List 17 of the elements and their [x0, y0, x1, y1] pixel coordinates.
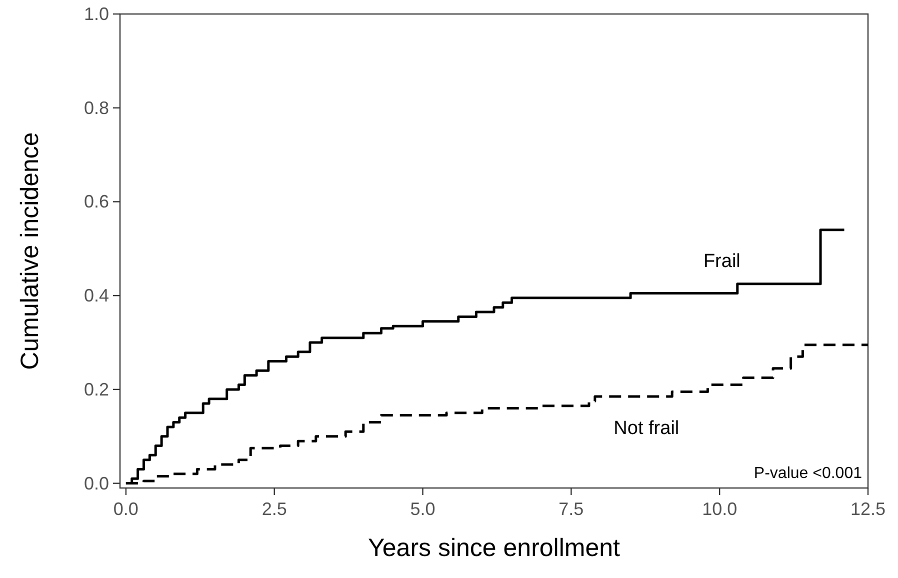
annotation: P-value <0.001 [754, 465, 862, 482]
x-tick-label: 0.0 [113, 499, 138, 519]
y-tick-label: 0.0 [84, 473, 109, 494]
x-tick-label: 7.5 [558, 499, 584, 519]
x-tick-label: 10.0 [702, 499, 738, 519]
x-axis-title: Years since enrollment [368, 534, 620, 562]
y-tick-label: 1.0 [84, 4, 109, 24]
series-label: Not frail [614, 418, 680, 440]
series-label: Frail [703, 251, 740, 272]
y-tick-label: 0.4 [84, 286, 109, 306]
y-axis-title: Cumulative incidence [16, 132, 44, 370]
x-tick-label: 5.0 [410, 499, 436, 519]
y-tick-label: 0.2 [84, 379, 109, 400]
y-tick-label: 0.8 [84, 98, 109, 118]
y-tick-label: 0.6 [84, 192, 109, 212]
x-tick-label: 12.5 [850, 499, 886, 519]
x-tick-label: 2.5 [262, 499, 287, 519]
